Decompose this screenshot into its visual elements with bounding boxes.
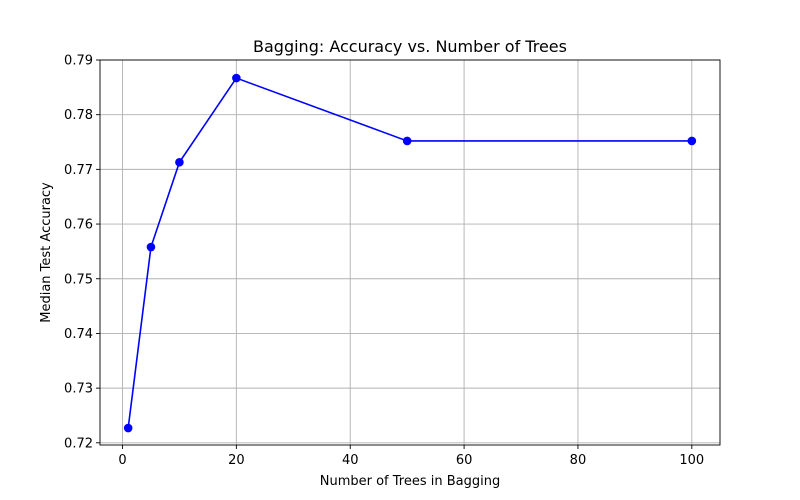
data-point [232,73,241,83]
data-point [402,136,412,146]
y-tick-label: 0.78 [64,108,93,123]
chart-title: Bagging: Accuracy vs. Number of Trees [253,37,567,56]
y-tick-label: 0.75 [64,272,93,287]
plot-frame [99,59,721,446]
plot-area-background [100,60,720,445]
x-tick-label: 20 [228,453,245,468]
data-point [123,423,133,433]
series-line [127,77,692,429]
x-tick-label: 100 [679,453,704,468]
y-tick-label: 0.79 [64,54,93,69]
x-tick-label: 40 [342,453,359,468]
y-tick-label: 0.74 [64,327,93,342]
y-tick-label: 0.76 [64,218,93,233]
ticks: 0 20 40 60 80 100 0.72 0.73 0.74 0.75 0.76 0.77 0.78… [64,54,704,469]
y-tick-label: 0.73 [64,382,93,397]
data-point [687,136,697,146]
data-point [175,157,184,167]
x-tick-label: 0 [118,453,126,468]
y-tick-label: 0.77 [64,163,93,178]
x-axis-label: Number of Trees in Bagging [320,474,500,489]
series-layer [123,73,697,433]
x-tick-label: 60 [456,453,473,468]
y-tick-label: 0.72 [64,436,93,451]
y-axis-label: Median Test Accuracy [39,182,54,323]
x-tick-label: 80 [570,453,587,468]
data-point [146,242,156,252]
